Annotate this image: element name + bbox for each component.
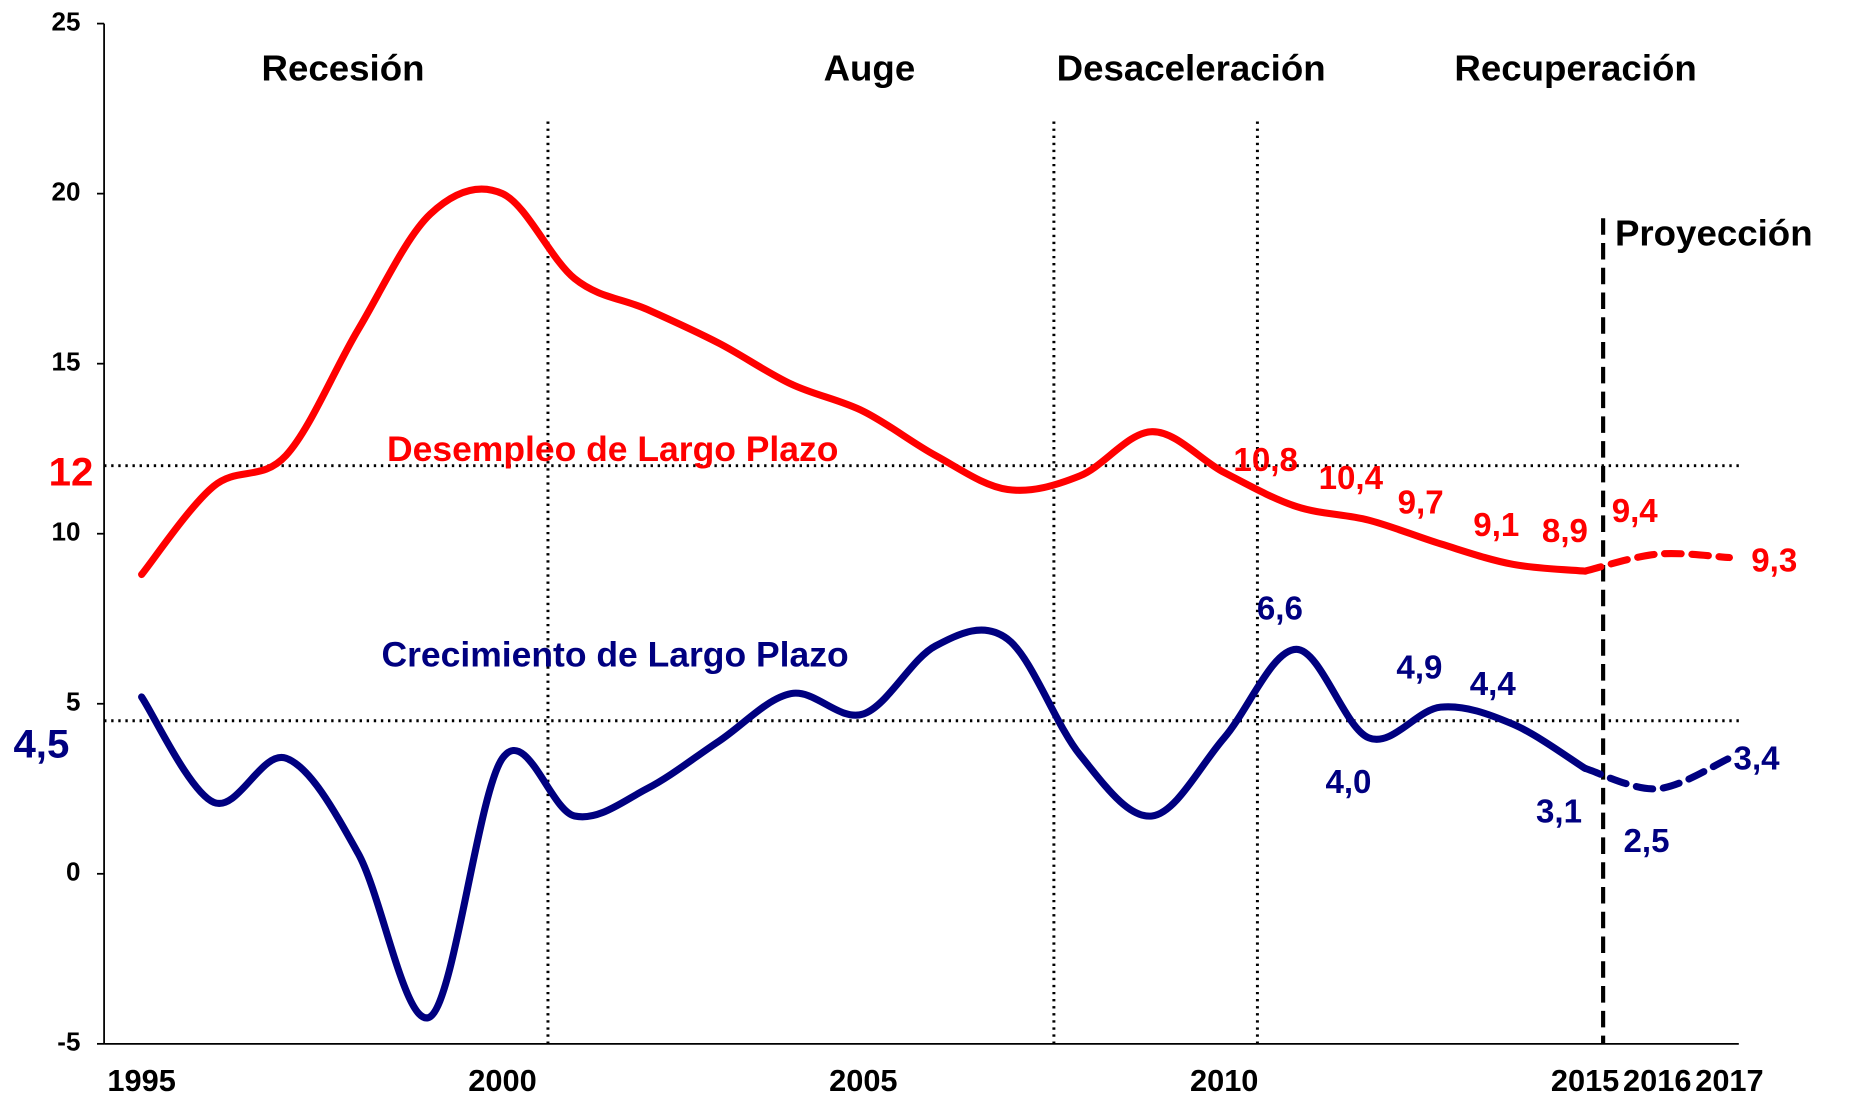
y-tick-label: 5 (66, 687, 80, 717)
data-label: 6,6 (1257, 591, 1303, 628)
y-tick-label: 10 (52, 517, 81, 547)
data-label: 10,8 (1233, 442, 1297, 479)
data-label: 8,9 (1542, 513, 1588, 550)
series-line (138, 185, 1589, 579)
series-label: Crecimiento de Largo Plazo (382, 634, 849, 674)
phase-label: Desaceleración (1057, 47, 1326, 88)
data-label: 9,3 (1751, 542, 1797, 579)
y-tick-label: 20 (52, 177, 81, 207)
x-tick-label: 2000 (468, 1063, 536, 1098)
y-tick-label: 25 (52, 6, 81, 36)
y-tick-label: 15 (52, 347, 81, 377)
phase-label: Recuperación (1454, 47, 1696, 88)
data-label: 3,4 (1734, 741, 1781, 778)
phase-label: Auge (824, 47, 916, 88)
reference-label: 12 (49, 450, 94, 495)
projection-label: Proyección (1615, 213, 1813, 254)
data-label: 4,4 (1470, 666, 1517, 703)
x-tick-label: 1995 (107, 1063, 175, 1098)
y-tick-label: -5 (57, 1027, 80, 1057)
phase-label: Recesión (262, 47, 425, 88)
series-line (138, 626, 1589, 1022)
series-projection-line (1581, 550, 1733, 575)
data-label: 9,7 (1398, 485, 1444, 522)
series-projection-line (1581, 754, 1733, 793)
data-label: 9,4 (1612, 493, 1659, 530)
y-tick-label: 0 (66, 857, 80, 887)
x-tick-label: 2016 (1623, 1063, 1691, 1098)
reference-label: 4,5 (13, 721, 69, 766)
data-label: 3,1 (1536, 794, 1582, 831)
data-label: 9,1 (1473, 507, 1519, 544)
data-label: 10,4 (1319, 460, 1384, 497)
series-label: Desempleo de Largo Plazo (387, 429, 838, 469)
x-tick-label: 2005 (829, 1063, 897, 1098)
x-tick-label: 2017 (1695, 1063, 1763, 1098)
x-tick-label: 2010 (1190, 1063, 1258, 1098)
data-label: 2,5 (1624, 823, 1670, 860)
data-label: 4,0 (1325, 764, 1371, 801)
x-tick-label: 2015 (1551, 1063, 1619, 1098)
data-label: 4,9 (1396, 650, 1442, 687)
